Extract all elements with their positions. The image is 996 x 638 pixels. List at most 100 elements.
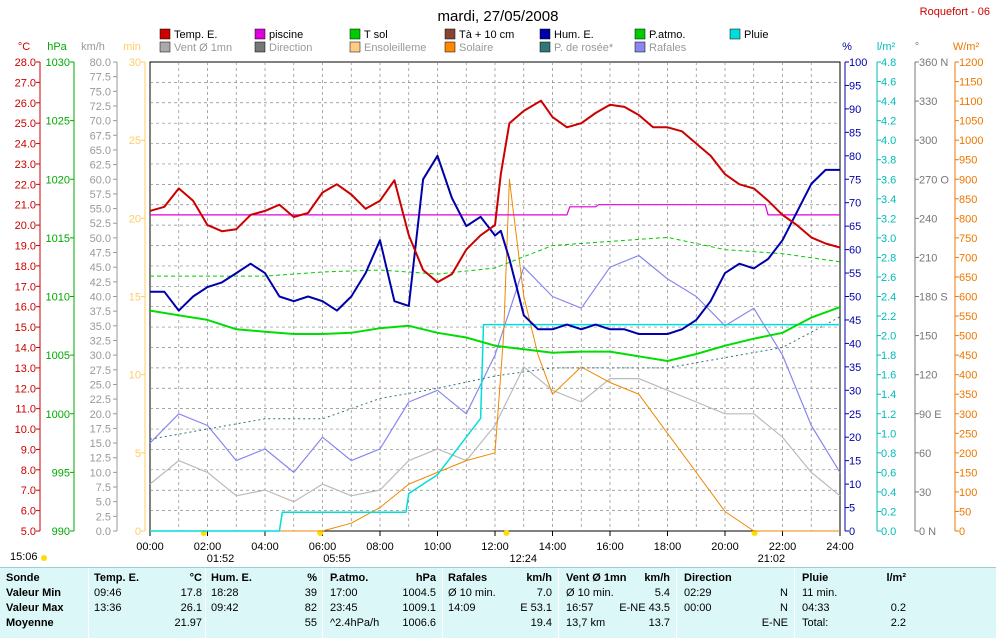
sunmin-tick-label: 5 xyxy=(135,448,141,460)
hum-tick-label: 75 xyxy=(849,174,861,186)
temp-tick-label: 10.0 xyxy=(15,424,36,436)
wind-tick-label: 17.5 xyxy=(90,423,111,435)
stats-rafales-column: Rafales km/h Ø 10 min. 7.0 14:09 E 53.1 … xyxy=(448,568,552,638)
series-line-p-de-ros-e xyxy=(149,316,841,440)
dir-axis-unit: ° xyxy=(915,41,919,53)
rain-tick-label: 0.4 xyxy=(881,487,896,499)
wind-tick-label: 30.0 xyxy=(90,350,111,362)
legend-swatch xyxy=(159,28,171,40)
rain-tick-label: 0.2 xyxy=(881,506,896,518)
stats-patmo-min-value: 1004.5 xyxy=(402,587,436,599)
stats-rafales-min-value: 7.0 xyxy=(536,587,552,599)
stats-sonde-header: Sonde xyxy=(6,572,40,584)
dir-tick-label: 270 O xyxy=(919,174,949,186)
series-line-vent-1mn xyxy=(149,366,841,503)
solar-tick-label: 50 xyxy=(959,506,971,518)
legend-label: P. de rosée* xyxy=(554,42,614,54)
temp-tick-label: 22.0 xyxy=(15,179,36,191)
legend-label: Hum. E. xyxy=(554,29,594,41)
rain-tick-label: 3.8 xyxy=(881,155,896,167)
stats-hum-min-time: 18:28 xyxy=(211,587,239,599)
legend-swatch xyxy=(729,28,741,40)
wind-tick-label: 77.5 xyxy=(90,72,111,84)
rain-tick-label: 1.8 xyxy=(881,350,896,362)
hum-tick-label: 55 xyxy=(849,268,861,280)
legend-swatch xyxy=(634,41,646,53)
series-line-solaire xyxy=(150,178,840,532)
pressure-axis-unit: hPa xyxy=(47,41,67,53)
stats-direction-column: Direction 02:29 N 00:00 N E-NE xyxy=(684,568,788,638)
time-tick-label: 20:00 xyxy=(711,541,739,553)
stats-vent-unit: km/h xyxy=(644,572,670,584)
stats-hum-column: Hum. E. % 18:28 39 09:42 82 55 xyxy=(211,568,317,638)
weather-chart: mardi, 27/05/2008 Roquefort - 06 °C 28.0 27.… xyxy=(10,6,990,565)
hum-tick-label: 40 xyxy=(849,338,861,350)
stats-patmo-header: P.atmo. xyxy=(330,572,369,584)
temp-tick-label: 11.0 xyxy=(15,404,36,416)
stats-patmo-avg-value: 1006.6 xyxy=(402,617,436,629)
time-tick-label: 24:00 xyxy=(826,541,854,553)
legend-label: Temp. E. xyxy=(174,29,217,41)
stats-panel: Sonde Valeur Min Valeur Max Moyenne Temp… xyxy=(0,567,996,638)
stats-pluie-duration: 11 min. xyxy=(802,587,838,599)
temp-tick-label: 5.0 xyxy=(21,526,36,538)
sunmin-tick-label: 25 xyxy=(129,135,141,147)
legend-label: Vent Ø 1mn xyxy=(174,42,232,54)
solar-tick-label: 100 xyxy=(959,487,977,499)
wind-tick-label: 37.5 xyxy=(90,306,111,318)
wind-tick-label: 32.5 xyxy=(90,335,111,347)
legend-swatch xyxy=(634,28,646,40)
stats-hum-min-value: 39 xyxy=(304,587,317,599)
wind-tick-label: 52.5 xyxy=(90,218,111,230)
solar-tick-label: 550 xyxy=(959,311,977,323)
wind-tick-label: 25.0 xyxy=(90,379,111,391)
solar-tick-label: 300 xyxy=(959,409,977,421)
wind-tick-label: 0.0 xyxy=(96,526,111,538)
dir-tick-label: 120 xyxy=(919,370,937,382)
legend-swatch xyxy=(254,28,266,40)
rain-tick-label: 3.6 xyxy=(881,174,896,186)
hum-tick-label: 50 xyxy=(849,292,861,304)
series-line-temp-e xyxy=(149,99,841,284)
temp-tick-label: 17.0 xyxy=(15,281,36,293)
hum-tick-label: 20 xyxy=(849,432,861,444)
dir-tick-label: 300 xyxy=(919,135,937,147)
sun-mark-left: 15:06 xyxy=(10,551,38,563)
stats-patmo-min-time: 17:00 xyxy=(330,587,358,599)
wind-tick-label: 27.5 xyxy=(90,365,111,377)
stats-temp-max-value: 26.1 xyxy=(180,602,202,614)
stats-patmo-column: P.atmo. hPa 17:00 1004.5 23:45 1009.1 ^2… xyxy=(330,568,436,638)
stats-temp-column: Temp. E. °C 09:46 17.8 13:36 26.1 21.97 xyxy=(94,568,202,638)
stats-pluie-max-value: 0.2 xyxy=(890,602,906,614)
solar-tick-label: 200 xyxy=(959,448,977,460)
hum-tick-label: 70 xyxy=(849,198,861,210)
temp-tick-label: 12.0 xyxy=(15,383,36,395)
solar-tick-label: 950 xyxy=(959,155,977,167)
temp-tick-label: 24.0 xyxy=(15,139,36,151)
hum-tick-label: 95 xyxy=(849,80,861,92)
stats-row-avg-label: Moyenne xyxy=(6,617,54,629)
stats-rafales-header: Rafales xyxy=(448,572,488,584)
temp-tick-label: 18.0 xyxy=(15,261,36,273)
legend-label: piscine xyxy=(269,29,303,41)
sun-mark-label: 01:52 xyxy=(207,553,235,565)
stats-hum-max-time: 09:42 xyxy=(211,602,239,614)
pressure-tick-label: 1000 xyxy=(46,409,70,421)
wind-tick-label: 45.0 xyxy=(90,262,111,274)
dir-tick-label: 0 N xyxy=(919,526,936,538)
legend-label: Pluie xyxy=(744,29,768,41)
wind-tick-label: 20.0 xyxy=(90,409,111,421)
time-tick-label: 22:00 xyxy=(769,541,797,553)
legend-swatch xyxy=(444,41,456,53)
rain-tick-label: 4.2 xyxy=(881,116,896,128)
solar-tick-label: 150 xyxy=(959,467,977,479)
hum-tick-label: 25 xyxy=(849,409,861,421)
dir-tick-label: 150 xyxy=(919,331,937,343)
stats-rafales-min-label: Ø 10 min. xyxy=(448,587,496,599)
wind-tick-label: 72.5 xyxy=(90,101,111,113)
pressure-tick-label: 1025 xyxy=(46,116,70,128)
wind-tick-label: 80.0 xyxy=(90,57,111,69)
solar-tick-label: 1050 xyxy=(959,116,983,128)
hum-tick-label: 30 xyxy=(849,385,861,397)
rain-tick-label: 2.4 xyxy=(881,292,896,304)
